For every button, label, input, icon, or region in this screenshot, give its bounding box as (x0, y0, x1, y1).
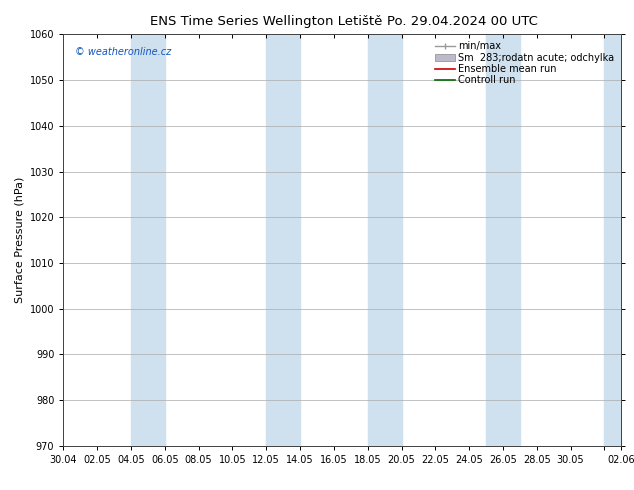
Text: © weatheronline.cz: © weatheronline.cz (75, 47, 171, 57)
Text: ENS Time Series Wellington Letiště: ENS Time Series Wellington Letiště (150, 15, 382, 28)
Bar (486, 34, 520, 446)
Bar (266, 34, 300, 446)
Y-axis label: Surface Pressure (hPa): Surface Pressure (hPa) (14, 177, 24, 303)
Legend: min/max, Sm  283;rodatn acute; odchylka, Ensemble mean run, Controll run: min/max, Sm 283;rodatn acute; odchylka, … (433, 39, 616, 87)
Text: Po. 29.04.2024 00 UTC: Po. 29.04.2024 00 UTC (387, 15, 538, 28)
Bar (368, 34, 401, 446)
Bar (131, 34, 165, 446)
Bar (604, 34, 634, 446)
